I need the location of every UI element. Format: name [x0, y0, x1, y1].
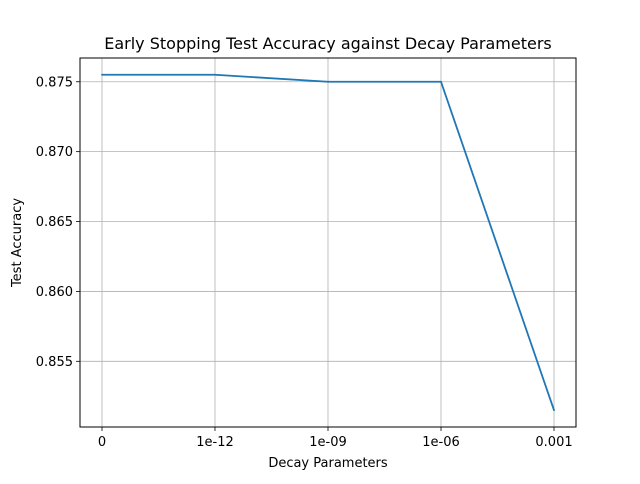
- x-tick-label: 1e-12: [196, 435, 234, 450]
- y-tick-label: 0.855: [36, 355, 73, 370]
- data-point: [327, 80, 329, 83]
- x-axis-label: Decay Parameters: [268, 456, 388, 471]
- x-tick-label: 1e-09: [309, 435, 347, 450]
- series-layer: [101, 73, 555, 412]
- y-tick-label: 0.860: [36, 285, 73, 300]
- x-tick-label: 1e-06: [422, 435, 460, 450]
- data-point: [214, 73, 216, 76]
- y-tick-label: 0.875: [36, 75, 73, 90]
- chart-title: Early Stopping Test Accuracy against Dec…: [104, 34, 552, 53]
- data-point: [101, 73, 103, 76]
- tick-layer: 0 1e-12 1e-09 1e-06 0.001 0.855 0.860 0.865 0.87…: [36, 75, 573, 450]
- y-tick-label: 0.870: [36, 145, 73, 160]
- x-tick-label: 0.001: [535, 435, 572, 450]
- y-tick-label: 0.865: [36, 215, 73, 230]
- data-point: [440, 80, 442, 83]
- data-point: [553, 409, 555, 412]
- y-axis-label: Test Accuracy: [10, 198, 25, 288]
- x-tick-label: 0: [98, 435, 106, 450]
- grid-layer: [80, 58, 576, 427]
